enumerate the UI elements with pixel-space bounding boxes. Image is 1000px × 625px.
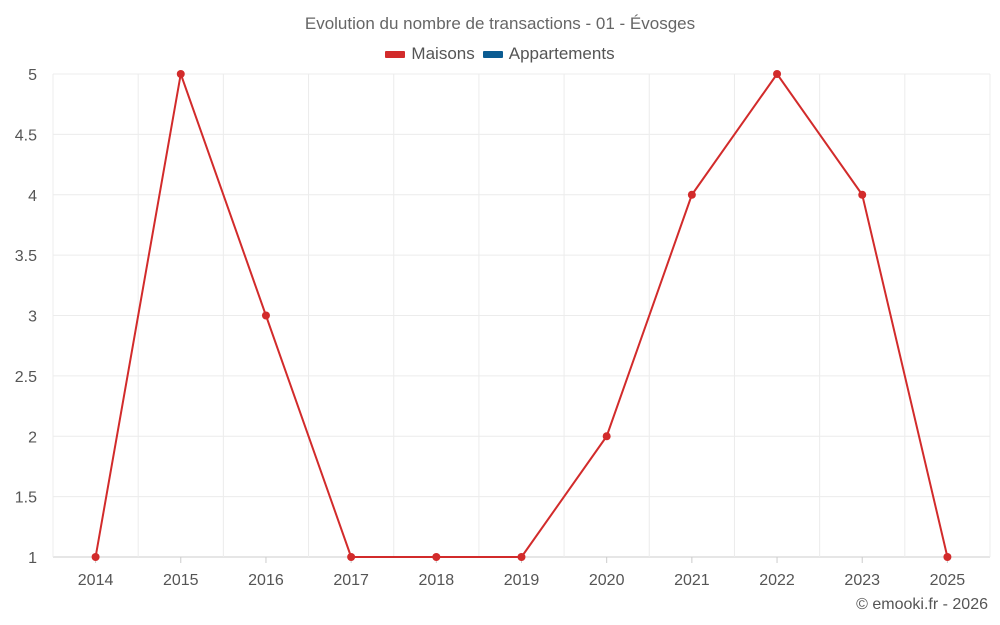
data-point[interactable] [347, 553, 356, 561]
chart-title: Evolution du nombre de transactions - 01… [304, 14, 696, 33]
legend-label-appartements: Appartements [508, 44, 615, 63]
y-tick-label: 2 [28, 429, 37, 446]
x-tick-label: 2015 [163, 572, 199, 589]
footer-credit[interactable]: © emooki.fr - 2026 [856, 596, 988, 613]
y-tick-label: 3.5 [15, 248, 37, 265]
y-axis: 1 1.5 2 2.5 3 3.5 4 4.5 5 [15, 67, 37, 567]
x-tick-label: 2019 [504, 572, 540, 589]
y-tick-label: 4 [28, 188, 37, 205]
y-tick-label: 2.5 [15, 369, 37, 386]
data-point[interactable] [602, 432, 611, 441]
legend-item-maisons[interactable]: Maisons [385, 44, 475, 64]
data-point[interactable] [858, 190, 867, 199]
x-tick-label: 2020 [589, 572, 625, 589]
x-tick-label: 2018 [419, 572, 455, 589]
x-tick-label: 2021 [674, 572, 710, 589]
grid-lines [52, 73, 991, 558]
legend: Maisons Appartements [0, 44, 1000, 64]
legend-swatch-appartements [482, 50, 503, 58]
x-tick-label: 2014 [78, 572, 114, 589]
legend-swatch-maisons [385, 50, 406, 58]
data-point[interactable] [687, 190, 696, 199]
y-tick-label: 1.5 [15, 490, 37, 507]
data-point[interactable] [261, 311, 270, 320]
x-tick-label: 2022 [759, 572, 795, 589]
y-tick-label: 5 [28, 67, 37, 84]
x-tick-label: 2023 [844, 572, 880, 589]
data-point[interactable] [91, 553, 100, 561]
data-point[interactable] [176, 70, 185, 78]
x-tick-label: 2016 [248, 572, 284, 589]
data-point[interactable] [432, 553, 441, 561]
legend-label-maisons: Maisons [411, 44, 475, 63]
x-axis: 2014 2015 2016 2017 2018 2019 2020 2021 2022 2023… [78, 557, 966, 589]
legend-item-appartements[interactable]: Appartements [482, 44, 615, 64]
x-tick-label: 2017 [333, 572, 369, 589]
y-tick-label: 1 [28, 550, 37, 567]
x-tick-label: 2025 [930, 572, 966, 589]
data-point[interactable] [517, 553, 526, 561]
data-point[interactable] [773, 70, 782, 78]
y-tick-label: 3 [28, 309, 37, 326]
y-tick-label: 4.5 [15, 127, 37, 144]
series-layer [91, 70, 952, 561]
data-point[interactable] [943, 553, 952, 561]
